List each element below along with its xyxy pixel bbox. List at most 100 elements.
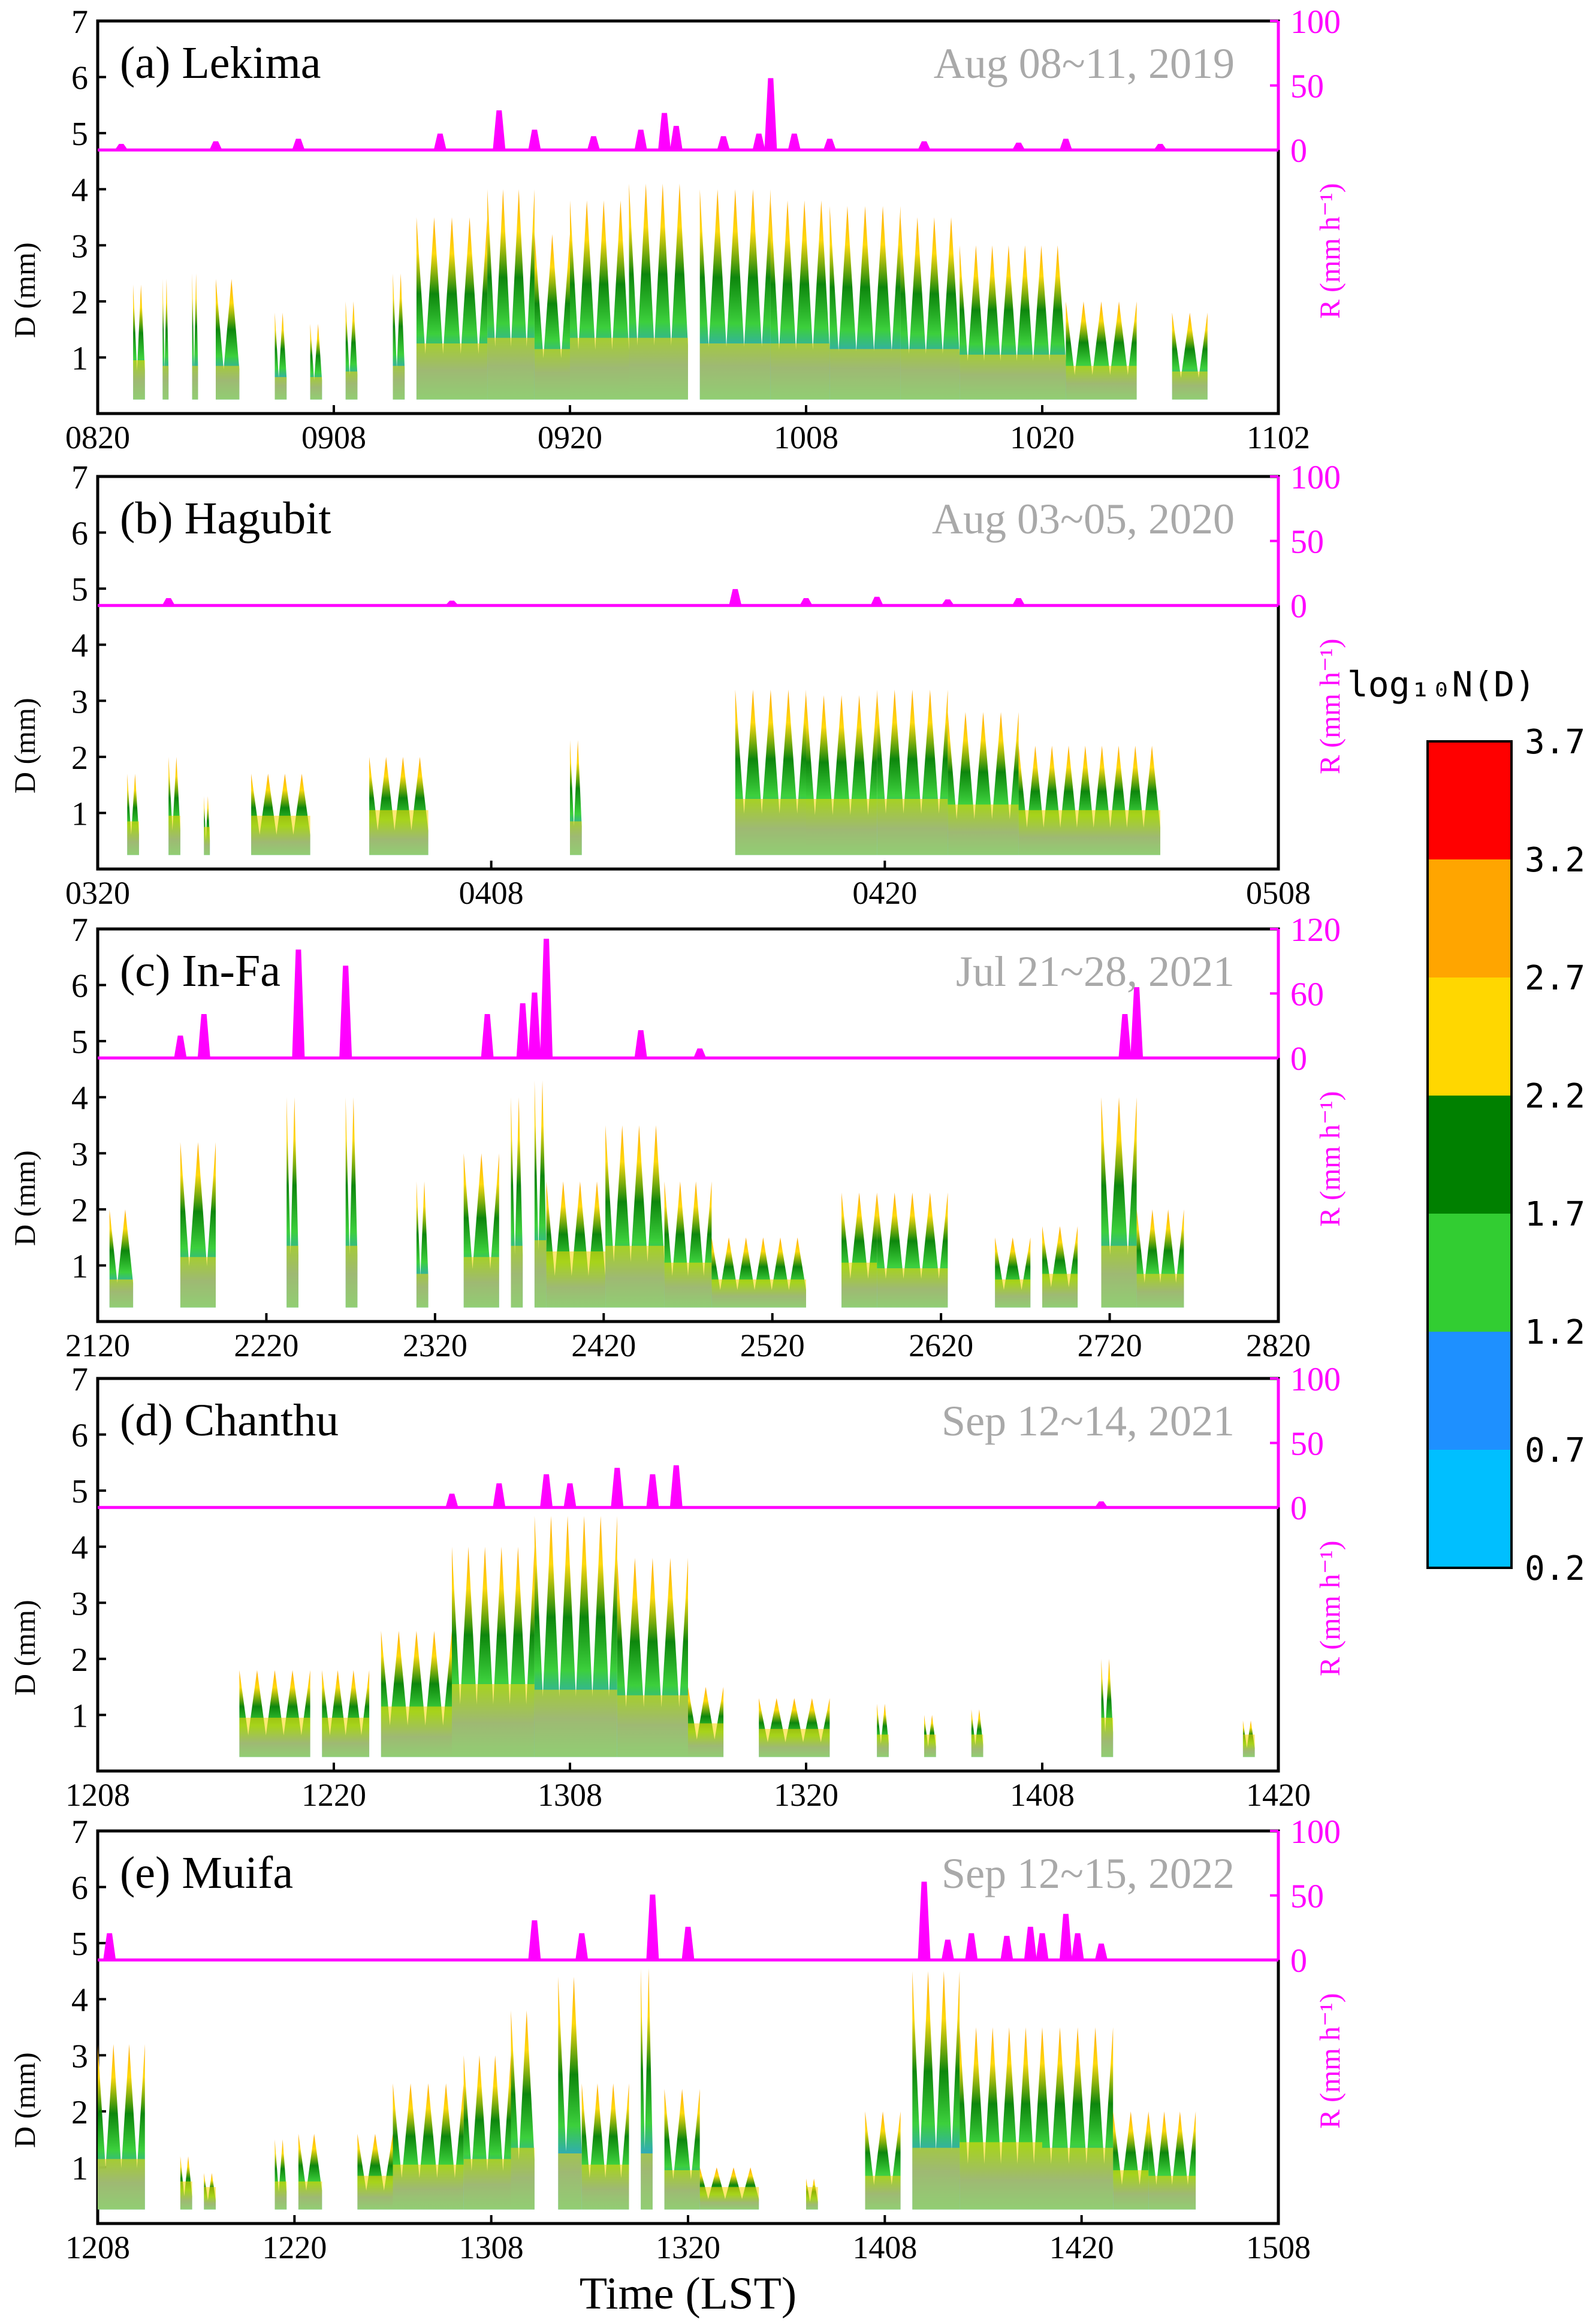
dsd-core — [699, 2187, 759, 2210]
dsd-core — [617, 1695, 688, 1757]
rain-peak — [752, 133, 766, 151]
x-tick-label: 0408 — [459, 875, 524, 911]
dsd-core — [570, 337, 629, 400]
dsd-core — [310, 377, 322, 400]
colorbar-level-label: 0.2 — [1525, 1549, 1585, 1588]
rain-axis-label: R (mm h⁻¹) — [1314, 1993, 1346, 2128]
panel-title: (a) Lekima — [120, 38, 321, 88]
dsd-core — [357, 2176, 393, 2210]
y-tick-label: 1 — [71, 340, 88, 377]
rain-tick-label: 0 — [1290, 132, 1307, 170]
x-tick-label: 1220 — [262, 2230, 327, 2265]
colorbar: log₁₀N(D) 0.2 0.7 1.2 1.7 2.2 2.7 3.2 3.7 — [1347, 664, 1585, 1588]
rain-peak — [493, 1483, 506, 1509]
dsd-core — [924, 1734, 936, 1757]
rain-peak — [587, 136, 601, 151]
rain-peak — [339, 966, 352, 1059]
dsd-core — [345, 1245, 358, 1308]
rain-peak — [823, 138, 837, 151]
rain-peak — [516, 1003, 529, 1059]
dsd-core — [133, 360, 145, 400]
rain-peak — [575, 1933, 589, 1961]
rain-peak — [1153, 144, 1167, 151]
y-tick-label: 5 — [71, 1473, 88, 1510]
dsd-core — [770, 343, 830, 400]
dsd-core — [534, 1690, 617, 1757]
rain-peak — [634, 1030, 647, 1059]
y-axis-label: D (mm) — [8, 1150, 41, 1246]
rain-peak — [870, 596, 884, 607]
rain-tick-label: 0 — [1290, 588, 1307, 625]
dsd-core — [452, 1684, 535, 1757]
rain-peak — [941, 1939, 955, 1961]
x-tick-label: 1420 — [1049, 2230, 1114, 2265]
panel-d: 1 2 3 4 5 6 7 D (mm) 0 50 100 R (mm h⁻¹) 1208 1220 130… — [8, 1361, 1346, 1813]
dsd-core — [995, 1279, 1031, 1308]
y-tick-label: 6 — [71, 515, 88, 553]
rain-axis-label: R (mm h⁻¹) — [1314, 1091, 1346, 1226]
y-tick-label: 2 — [71, 1642, 88, 1679]
panel-title: (e) Muifa — [120, 1848, 293, 1898]
dsd-core — [98, 2159, 145, 2210]
rain-peak — [1059, 1914, 1073, 1961]
colorbar-level-label: 2.7 — [1525, 959, 1585, 998]
y-tick-label: 1 — [71, 1248, 88, 1285]
dsd-core — [511, 2147, 535, 2210]
rain-peak — [693, 1048, 707, 1059]
rain-peak — [102, 1933, 116, 1961]
dsd-core — [298, 2181, 322, 2210]
y-tick-label: 1 — [71, 1697, 88, 1734]
rain-axis-label: R (mm h⁻¹) — [1314, 1540, 1346, 1676]
panel-e: 1 2 3 4 5 6 7 D (mm) 0 50 100 R (mm h⁻¹) 1208 1220 130… — [8, 1814, 1346, 2265]
dsd-core — [546, 1251, 606, 1308]
rain-peak — [197, 1013, 210, 1059]
rain-peak — [918, 1881, 931, 1961]
rain-peak — [1000, 1935, 1013, 1961]
rain-tick-label: 50 — [1290, 1426, 1324, 1463]
dsd-core — [711, 1279, 806, 1308]
colorbar-cell — [1428, 978, 1511, 1096]
rain-peak — [433, 133, 447, 151]
dsd-core — [948, 804, 1019, 855]
dsd-core — [381, 1706, 452, 1757]
x-tick-label: 0920 — [538, 420, 602, 455]
rain-peak — [1024, 1926, 1037, 1961]
colorbar-level-label: 3.2 — [1525, 841, 1585, 880]
dsd-core — [127, 821, 139, 855]
colorbar-level-label: 2.2 — [1525, 1077, 1585, 1116]
panel-title: (b) Hagubit — [120, 493, 331, 544]
dsd-core — [865, 2176, 901, 2210]
dsd-core — [345, 371, 358, 400]
panel-a: 1 2 3 4 5 6 7 D (mm) 0 50 100 R (mm h⁻¹) 0820 0908 092… — [8, 4, 1346, 455]
y-tick-label: 1 — [71, 2150, 88, 2187]
dsd-core — [664, 2170, 700, 2210]
dsd-core — [841, 1262, 877, 1308]
y-tick-label: 5 — [71, 1024, 88, 1061]
x-tick-label: 2620 — [909, 1328, 973, 1363]
x-tick-label: 1408 — [1010, 1777, 1075, 1813]
colorbar-cell — [1428, 1096, 1511, 1214]
rain-peak — [634, 129, 648, 151]
x-tick-label: 2420 — [571, 1328, 636, 1363]
rain-peak — [646, 1894, 659, 1961]
y-tick-label: 4 — [71, 1982, 88, 2019]
y-tick-label: 3 — [71, 2038, 88, 2075]
y-tick-label: 3 — [71, 1136, 88, 1173]
panel-date: Jul 21~28, 2021 — [956, 948, 1235, 995]
dsd-core — [1101, 1245, 1137, 1308]
dsd-core — [806, 2187, 818, 2210]
x-tick-label: 1208 — [65, 2230, 130, 2265]
dsd-core — [1172, 371, 1208, 400]
dsd-core — [251, 816, 310, 855]
rain-tick-label: 50 — [1290, 524, 1324, 561]
rain-peak — [1118, 1013, 1132, 1059]
rain-peak — [799, 598, 813, 607]
dsd-core — [274, 2181, 287, 2210]
rain-tick-label: 120 — [1290, 912, 1341, 949]
dsd-core — [1113, 2170, 1149, 2210]
rain-peak — [114, 144, 129, 151]
dsd-segment — [641, 1968, 653, 2210]
dsd-core — [192, 366, 198, 400]
y-tick-label: 4 — [71, 172, 88, 209]
rain-tick-label: 50 — [1290, 1878, 1324, 1915]
